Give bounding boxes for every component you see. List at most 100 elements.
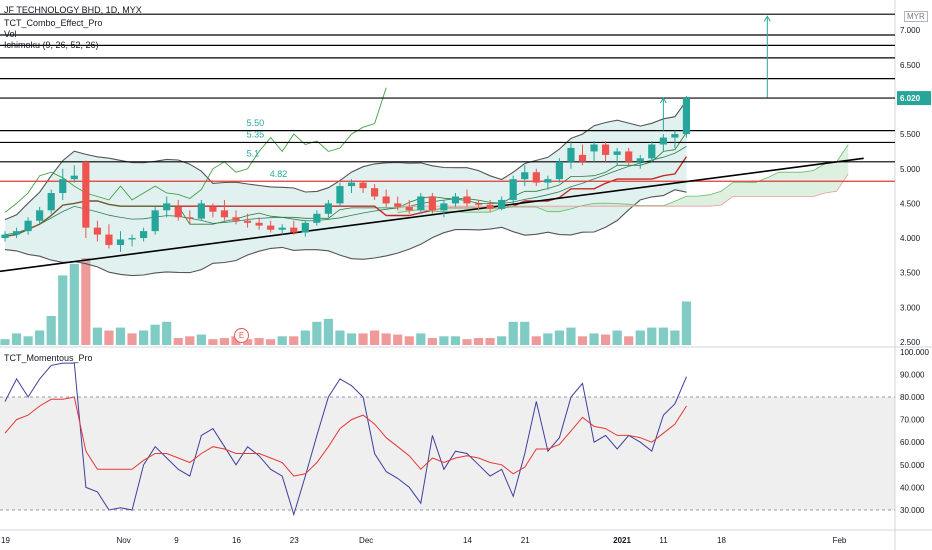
volume-bar — [508, 321, 518, 345]
time-axis-tick: 18 — [717, 536, 726, 545]
price-axis-tick: 5.500 — [900, 130, 921, 139]
time-axis-tick: 11 — [659, 536, 668, 545]
candle-body — [128, 238, 136, 240]
envelope-fill — [5, 100, 687, 276]
candle-body — [417, 196, 425, 211]
time-axis-tick: Nov — [117, 536, 131, 545]
candle-body — [602, 144, 610, 155]
indicator-volume[interactable]: Vol — [4, 29, 17, 39]
candle-body — [394, 203, 402, 207]
level-label: 5.50 — [247, 118, 265, 128]
volume-bar — [300, 330, 310, 345]
candle-body — [243, 220, 252, 223]
volume-bar — [69, 263, 79, 345]
tenkan-line — [4, 132, 687, 237]
price-axis-tick: 2.500 — [900, 338, 921, 347]
chart-title: JF TECHNOLOGY BHD, 1D, MYX — [4, 5, 142, 15]
volume-bar — [462, 339, 472, 345]
candle-body — [474, 203, 483, 205]
volume-bar — [543, 333, 553, 345]
last-price-tag — [897, 91, 931, 106]
candle-body — [336, 186, 344, 204]
span-a — [397, 144, 849, 213]
volume-bar — [81, 258, 91, 345]
trendline — [0, 157, 864, 273]
candle-body — [590, 144, 598, 152]
indicator-combo-effect[interactable]: TCT_Combo_Effect_Pro — [4, 18, 103, 28]
candle-body — [405, 206, 413, 211]
indicator-momentous[interactable]: TCT_Momentous_Pro — [4, 353, 93, 363]
candle-body — [463, 196, 471, 204]
volume-bar — [658, 327, 668, 345]
candle-body — [682, 98, 691, 135]
candle-body — [186, 217, 194, 219]
envelope-mid — [4, 146, 687, 235]
volume-bar — [681, 301, 692, 345]
volume-bar — [254, 338, 264, 345]
candle-body — [255, 222, 263, 226]
price-axis-tick: 7.000 — [900, 26, 921, 35]
volume-bar — [196, 334, 206, 345]
candle-body — [544, 179, 552, 183]
volume-bar — [554, 330, 564, 345]
volume-bar — [485, 338, 495, 345]
candle-body — [578, 154, 587, 162]
volume-bar — [127, 333, 137, 345]
candle-body — [82, 161, 90, 228]
time-axis-tick: 16 — [232, 536, 241, 545]
volume-bar — [185, 336, 195, 345]
volume-bar — [277, 336, 287, 345]
candle-body — [47, 193, 55, 211]
candle-body — [313, 213, 321, 223]
candle-body — [220, 210, 229, 218]
candle-body — [648, 144, 656, 159]
candle-body — [232, 217, 240, 221]
volume-bar — [312, 321, 322, 345]
time-axis-tick: Dec — [359, 536, 373, 545]
momentum-axis-tick: 80.000 — [900, 393, 925, 402]
candle-body — [659, 137, 667, 145]
candle-body — [498, 199, 506, 209]
volume-bar — [92, 327, 102, 345]
envelope-lower — [4, 189, 687, 277]
volume-bar — [497, 336, 507, 345]
envelope-upper — [4, 100, 687, 221]
volume-bar — [601, 334, 611, 345]
volume-bar — [670, 330, 680, 345]
volume-bar — [520, 321, 530, 345]
candle-body — [324, 203, 332, 214]
span-b — [397, 173, 849, 207]
momentum-axis-tick: 60.000 — [900, 438, 925, 447]
candle-body — [140, 231, 148, 239]
momentum-axis-tick: 70.000 — [900, 416, 925, 425]
momentum-fast-line — [4, 362, 687, 517]
candle-body — [440, 203, 448, 211]
candle-body — [105, 234, 113, 245]
candle-body — [359, 182, 367, 189]
candle-body — [151, 210, 159, 232]
volume-bar — [11, 333, 22, 345]
volume-bar — [104, 330, 114, 345]
indicator-ichimoku[interactable]: Ichimoku (9, 26, 52, 26) — [4, 40, 99, 50]
volume-bar — [531, 336, 541, 345]
earnings-event-icon[interactable]: E — [234, 328, 249, 343]
candle-body — [197, 203, 205, 219]
price-axis-tick: 5.000 — [900, 165, 921, 174]
momentum-axis-tick: 100.000 — [900, 348, 929, 357]
time-axis-tick: 2021 — [613, 536, 631, 545]
volume-bar — [358, 333, 368, 345]
volume-bar — [473, 338, 484, 345]
candle-body — [347, 182, 356, 187]
last-price-label: 6.020 — [900, 94, 921, 103]
candle-body — [267, 225, 275, 230]
volume-bar — [58, 275, 68, 345]
candle-body — [555, 161, 563, 180]
candle-body — [509, 179, 517, 200]
candle-body — [209, 206, 217, 212]
volume-bar — [647, 327, 657, 345]
candle-body — [301, 222, 309, 233]
time-axis-tick: 19 — [1, 536, 10, 545]
candle-body — [278, 227, 286, 230]
volume-bar — [23, 336, 33, 345]
